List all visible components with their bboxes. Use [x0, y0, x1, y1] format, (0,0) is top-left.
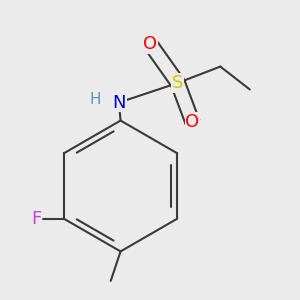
Text: N: N — [112, 94, 126, 112]
Text: H: H — [90, 92, 101, 107]
Text: S: S — [172, 74, 184, 92]
Text: F: F — [31, 210, 41, 228]
Text: O: O — [143, 35, 157, 53]
Text: O: O — [185, 113, 200, 131]
